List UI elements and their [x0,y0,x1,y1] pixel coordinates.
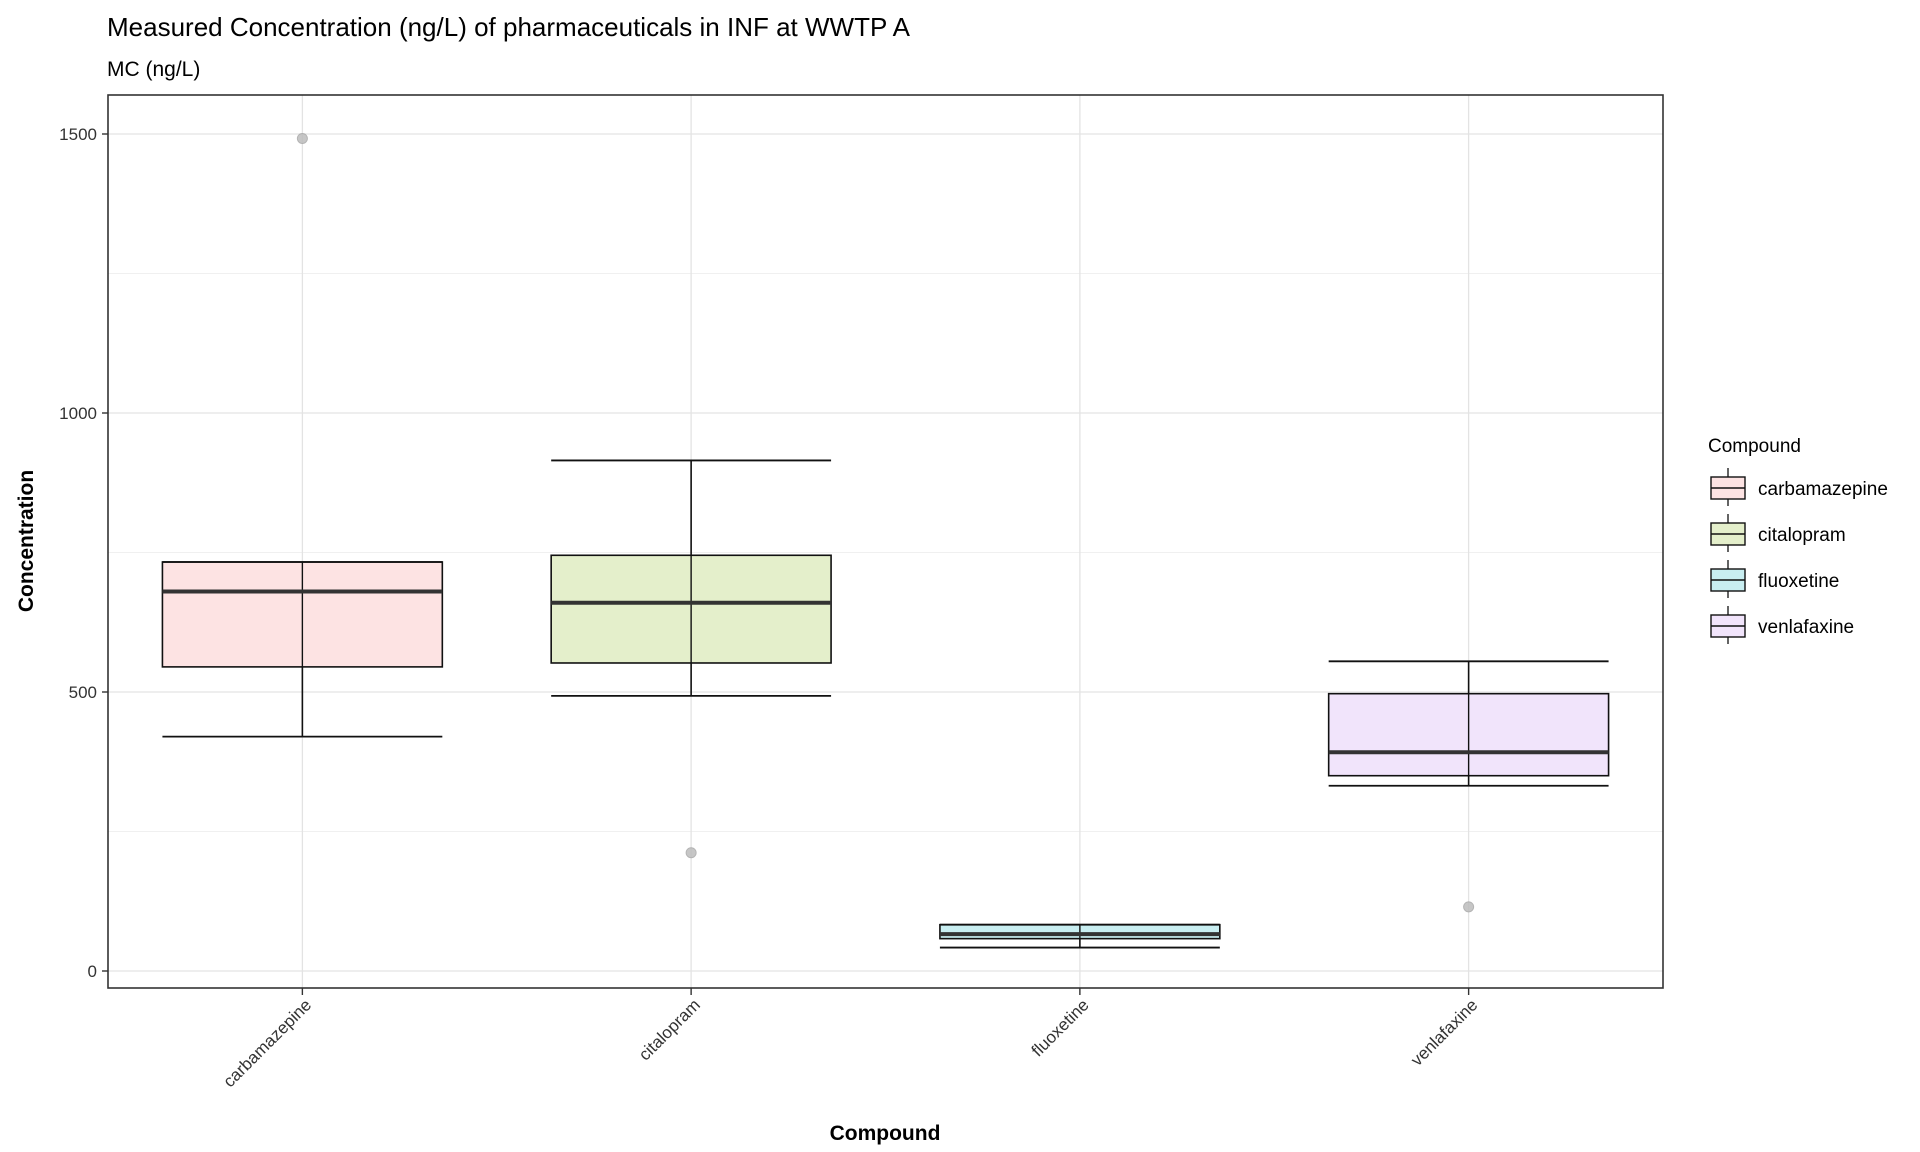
legend-item-fluoxetine: fluoxetine [1710,560,1839,598]
legend-label: citalopram [1758,525,1846,546]
outlier-point [296,132,308,144]
box-layer [161,132,1610,949]
x-tick-label: fluoxetine [1028,995,1093,1060]
plot-border [107,94,1664,989]
y-axis-title: Concentration [15,470,38,612]
x-tick-label: carbamazepine [220,995,316,1091]
y-tick-label: 1000 [59,404,97,423]
y-tick-label: 0 [88,962,97,981]
x-tick-label: venlafaxine [1407,995,1481,1069]
box-carbamazepine [161,132,444,738]
outlier-point [1463,901,1475,913]
outlier-point [685,847,697,859]
legend-item-carbamazepine: carbamazepine [1710,468,1888,506]
box-fluoxetine [939,923,1221,949]
legend-items: carbamazepine citalopram fluoxetine venlafa… [1710,468,1888,644]
x-axis-title: Compound [830,1122,941,1145]
legend-item-citalopram: citalopram [1710,514,1846,552]
grid-lines [108,95,1663,988]
x-tick-label: citalopram [635,995,704,1064]
legend-label: venlafaxine [1758,617,1854,638]
legend-label: fluoxetine [1758,571,1839,592]
y-tick-label: 500 [69,683,97,702]
legend-item-venlafaxine: venlafaxine [1710,606,1854,644]
y-tick-label: 1500 [59,125,97,144]
chart-title: Measured Concentration (ng/L) of pharmac… [107,12,911,42]
chart-subtitle: MC (ng/L) [107,58,200,81]
plot-panel [108,95,1663,988]
legend-title: Compound [1708,436,1801,457]
box-venlafaxine [1327,660,1610,913]
box-citalopram [550,459,832,859]
legend-label: carbamazepine [1758,479,1888,500]
legend: Compound carbamazepine citalopram fluoxeti… [1708,436,1888,644]
